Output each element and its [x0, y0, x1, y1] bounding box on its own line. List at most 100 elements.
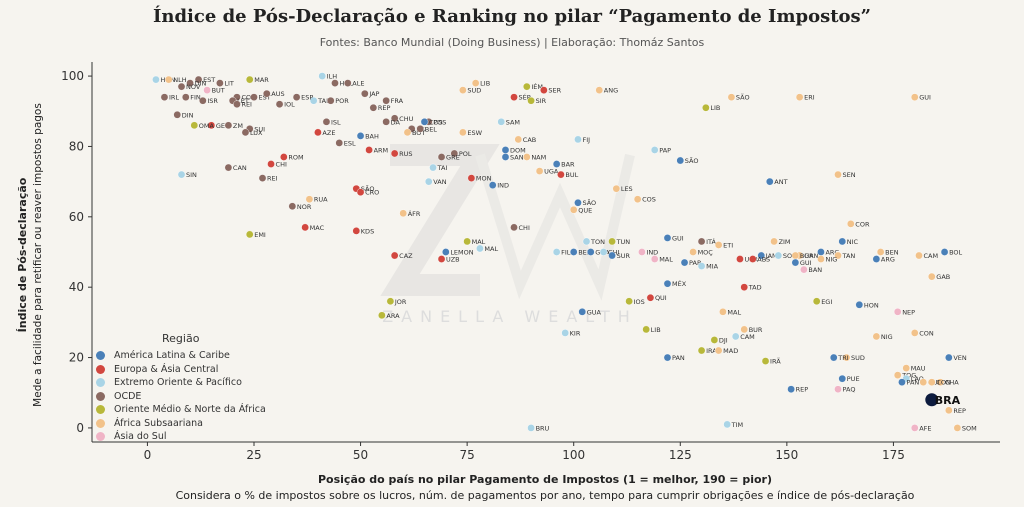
data-point: IÉM: [523, 82, 543, 91]
point-marker: [663, 353, 672, 362]
point-label: MAL: [727, 308, 741, 316]
data-point: GAB: [927, 272, 950, 281]
point-marker: [369, 103, 378, 112]
point-label: AUS: [271, 90, 284, 98]
data-point: CON: [910, 329, 934, 337]
data-point: BAR: [552, 160, 575, 169]
point-label: IRL: [169, 94, 179, 102]
y-axis-label: Índice de Pós-declaração: [16, 177, 29, 333]
x-tick-label: 125: [669, 448, 692, 462]
x-tick-label: 0: [144, 448, 152, 462]
data-point: GEO: [207, 121, 230, 130]
point-marker: [322, 118, 331, 126]
point-label: BAH: [365, 132, 379, 140]
point-label: BUT: [212, 87, 225, 95]
data-point: MOÇ: [689, 248, 713, 257]
point-marker: [927, 272, 936, 281]
data-point: BAN: [800, 265, 822, 274]
data-point: CHU: [390, 114, 414, 123]
point-label: GUI: [800, 259, 812, 267]
point-label: LES: [621, 185, 633, 193]
point-label: ESL: [344, 139, 356, 147]
point-marker: [561, 329, 569, 337]
point-marker: [382, 118, 390, 126]
data-point: IRL: [160, 93, 179, 102]
data-point: REP: [945, 406, 966, 415]
point-label: REI: [267, 175, 278, 183]
point-marker: [233, 100, 241, 109]
point-marker: [552, 248, 561, 256]
point-marker: [680, 258, 689, 267]
data-point: IOL: [275, 100, 295, 109]
point-marker: [476, 244, 484, 253]
data-point: ZIM: [770, 237, 791, 246]
data-point: NOV: [177, 82, 201, 91]
data-point: SEN: [834, 170, 856, 179]
point-label: BOT: [412, 129, 425, 137]
point-marker: [463, 237, 471, 246]
data-point: ARG: [872, 255, 895, 264]
point-label: LAO: [911, 375, 924, 383]
y-tick-label: 40: [69, 280, 84, 294]
point-label: FIN: [190, 94, 201, 102]
point-marker: [207, 121, 216, 130]
data-point: JOR: [386, 297, 407, 306]
data-point: SAN: [501, 153, 524, 162]
data-point: PAQ: [834, 385, 855, 394]
data-point: TIM: [723, 420, 743, 429]
data-point: REP: [369, 103, 390, 112]
data-point: DIN: [173, 110, 194, 119]
point-label: ABS: [757, 256, 770, 264]
point-marker: [459, 86, 467, 94]
data-point: FIN: [181, 93, 201, 102]
data-point: SUD: [459, 86, 481, 95]
point-label: ILH: [327, 73, 338, 81]
data-point: BEL: [569, 248, 591, 257]
point-label: DIN: [182, 111, 194, 119]
point-marker: [574, 135, 582, 144]
point-label: ANT: [774, 178, 787, 186]
point-label: CRO: [365, 189, 379, 197]
data-point: TRI: [829, 353, 849, 362]
point-label: COS: [642, 196, 656, 204]
point-label: NAM: [531, 154, 546, 162]
data-point: EMI: [245, 230, 266, 239]
data-point: GUI: [910, 93, 931, 102]
point-marker: [501, 146, 510, 154]
data-point: BRU: [527, 424, 550, 432]
point-label: TAI: [437, 164, 448, 172]
point-label: MAL: [659, 256, 673, 264]
point-marker: [356, 188, 365, 196]
highlight-label: BRA: [935, 394, 961, 407]
point-marker: [791, 251, 800, 260]
data-point: SOM: [953, 424, 977, 432]
point-marker: [650, 146, 659, 154]
point-marker: [800, 265, 808, 274]
point-label: NEP: [902, 308, 915, 316]
legend-swatch: [96, 391, 105, 401]
point-marker: [356, 132, 365, 140]
point-marker: [829, 353, 838, 362]
data-point: MAU: [902, 364, 926, 373]
data-point: PAR: [680, 258, 702, 267]
point-label: SEN: [843, 171, 856, 179]
point-label: QUI: [655, 294, 667, 302]
data-point: ISR: [199, 96, 218, 105]
point-label: MÉX: [672, 279, 687, 288]
point-label: FRA: [391, 97, 404, 105]
legend-item: África Subsaariana: [96, 417, 266, 431]
point-marker: [574, 198, 582, 207]
point-label: LIT: [224, 80, 234, 88]
legend-title: Região: [162, 332, 200, 345]
point-marker: [834, 170, 842, 179]
point-label: QUE: [578, 206, 592, 214]
point-marker: [569, 205, 578, 214]
point-marker: [761, 357, 770, 365]
point-label: RUA: [314, 196, 328, 204]
point-marker: [540, 86, 548, 94]
point-label: BAR: [561, 161, 575, 169]
point-label: ISR: [207, 97, 218, 105]
data-point: TAI: [309, 96, 328, 105]
point-marker: [314, 128, 322, 137]
point-label: GAB: [936, 273, 950, 281]
